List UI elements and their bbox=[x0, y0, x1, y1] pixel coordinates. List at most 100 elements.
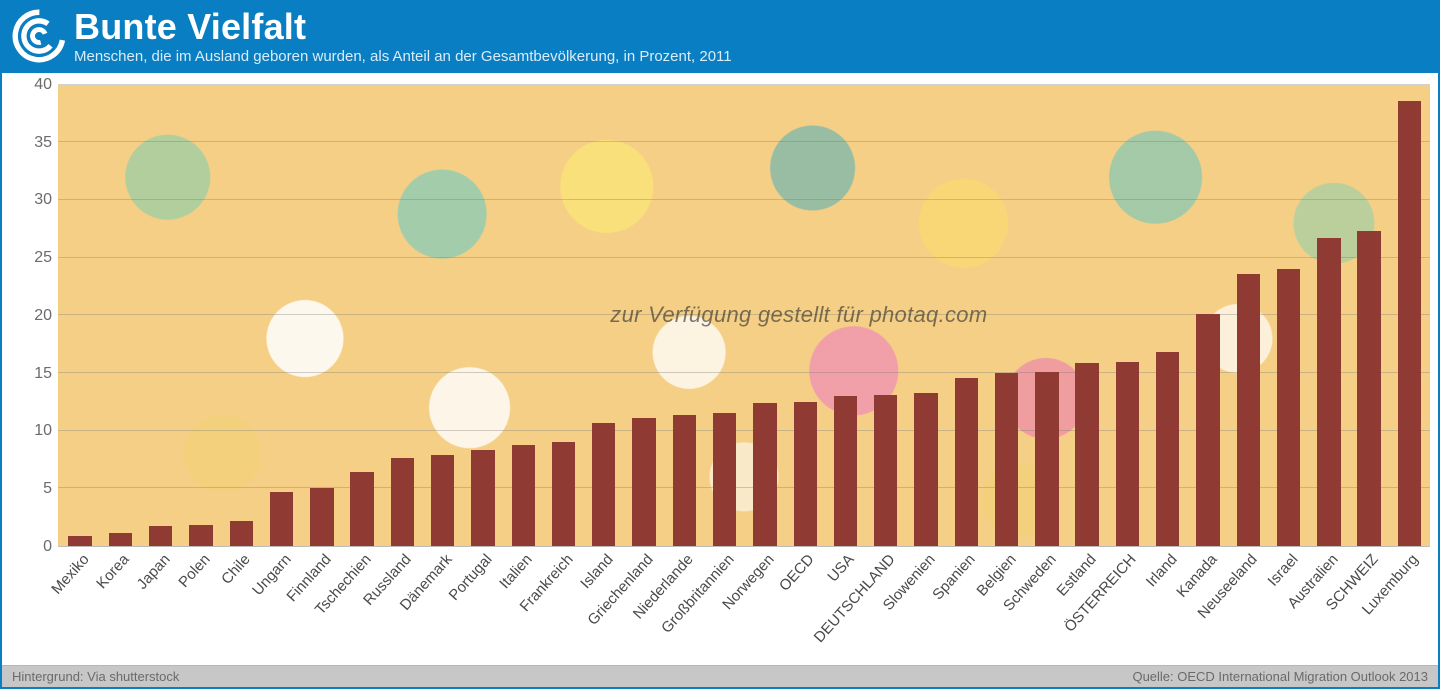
bar-slot bbox=[1188, 85, 1228, 546]
bar-slot bbox=[1228, 85, 1268, 546]
bar-slot bbox=[584, 85, 624, 546]
bar-slot bbox=[141, 85, 181, 546]
bar-slot bbox=[1309, 85, 1349, 546]
y-tick-label: 10 bbox=[34, 422, 52, 440]
bar-slot bbox=[1107, 85, 1147, 546]
bar-slot bbox=[986, 85, 1026, 546]
bar bbox=[310, 488, 333, 546]
bar-slot bbox=[1389, 85, 1429, 546]
bar-slot bbox=[705, 85, 745, 546]
y-tick-label: 20 bbox=[34, 307, 52, 325]
x-label-slot: Polen bbox=[181, 547, 221, 665]
bar bbox=[68, 536, 91, 546]
bar bbox=[1196, 314, 1219, 546]
bar-slot bbox=[946, 85, 986, 546]
bar-slot bbox=[1067, 85, 1107, 546]
bar-slot bbox=[543, 85, 583, 546]
bar bbox=[1237, 274, 1260, 546]
bar-slot bbox=[302, 85, 342, 546]
chart-subtitle: Menschen, die im Ausland geboren wurden,… bbox=[74, 48, 732, 65]
x-label-slot: Irland bbox=[1148, 547, 1188, 665]
x-label-slot: Norwegen bbox=[745, 547, 785, 665]
bar bbox=[673, 415, 696, 546]
x-label-slot: Chile bbox=[221, 547, 261, 665]
chart-title: Bunte Vielfalt bbox=[74, 8, 732, 46]
bar bbox=[1156, 352, 1179, 546]
bar bbox=[1357, 231, 1380, 546]
x-axis: MexikoKoreaJapanPolenChileUngarnFinnland… bbox=[58, 547, 1430, 665]
footer-right: Quelle: OECD International Migration Out… bbox=[1132, 669, 1428, 684]
x-label: Chile bbox=[218, 551, 254, 588]
bar bbox=[270, 492, 293, 546]
y-tick-label: 25 bbox=[34, 249, 52, 267]
y-tick-label: 30 bbox=[34, 191, 52, 209]
x-label: Korea bbox=[94, 551, 133, 592]
bar bbox=[431, 455, 454, 546]
bar-slot bbox=[785, 85, 825, 546]
bar bbox=[995, 373, 1018, 546]
bar-slot bbox=[624, 85, 664, 546]
x-label-slot: Korea bbox=[100, 547, 140, 665]
bar bbox=[1116, 362, 1139, 546]
plot-area: zur Verfügung gestellt für photaq.com bbox=[58, 85, 1430, 547]
x-label: Polen bbox=[175, 551, 213, 591]
chart-area: 0510152025303540 zur Verfügung gestellt … bbox=[2, 73, 1438, 665]
bar bbox=[1277, 269, 1300, 546]
bar bbox=[914, 393, 937, 546]
bar-slot bbox=[866, 85, 906, 546]
bar-slot bbox=[181, 85, 221, 546]
bar-slot bbox=[423, 85, 463, 546]
y-tick-label: 5 bbox=[43, 480, 52, 498]
bar bbox=[1317, 238, 1340, 546]
bar-slot bbox=[382, 85, 422, 546]
bar-slot bbox=[745, 85, 785, 546]
bar-slot bbox=[221, 85, 261, 546]
bar-slot bbox=[463, 85, 503, 546]
x-label: Island bbox=[577, 551, 616, 592]
x-label-slot: Dänemark bbox=[423, 547, 463, 665]
bars-container bbox=[58, 85, 1430, 546]
bar bbox=[794, 402, 817, 546]
bar bbox=[149, 526, 172, 546]
bar bbox=[109, 533, 132, 546]
bar bbox=[350, 472, 373, 546]
bar-slot bbox=[100, 85, 140, 546]
x-labels: MexikoKoreaJapanPolenChileUngarnFinnland… bbox=[58, 547, 1430, 665]
x-label-slot: Slowenien bbox=[906, 547, 946, 665]
bar bbox=[955, 378, 978, 546]
bar bbox=[1075, 363, 1098, 546]
bar bbox=[632, 418, 655, 546]
header: Bunte Vielfalt Menschen, die im Ausland … bbox=[2, 2, 1438, 73]
bar bbox=[753, 403, 776, 546]
y-axis: 0510152025303540 bbox=[2, 85, 58, 547]
bar-slot bbox=[1027, 85, 1067, 546]
chart-frame: Bunte Vielfalt Menschen, die im Ausland … bbox=[0, 0, 1440, 689]
bar bbox=[713, 413, 736, 546]
bar bbox=[834, 396, 857, 546]
bar bbox=[230, 521, 253, 546]
x-label-slot: Ungarn bbox=[261, 547, 301, 665]
bar bbox=[391, 458, 414, 546]
bar bbox=[1035, 372, 1058, 546]
bar-slot bbox=[60, 85, 100, 546]
bar bbox=[189, 525, 212, 546]
bar bbox=[592, 423, 615, 546]
footer: Hintergrund: Via shutterstock Quelle: OE… bbox=[2, 665, 1438, 687]
oecd-logo-icon bbox=[12, 9, 66, 63]
x-label-slot: Neuseeland bbox=[1228, 547, 1268, 665]
x-label: Mexiko bbox=[48, 551, 92, 598]
x-label: Irland bbox=[1143, 551, 1181, 590]
bar bbox=[874, 395, 897, 546]
x-label-slot: Japan bbox=[141, 547, 181, 665]
bar-slot bbox=[825, 85, 865, 546]
x-label-slot: OECD bbox=[785, 547, 825, 665]
bar-slot bbox=[503, 85, 543, 546]
bar-slot bbox=[261, 85, 301, 546]
x-label-slot: Tschechien bbox=[342, 547, 382, 665]
bar bbox=[512, 445, 535, 546]
y-tick-label: 40 bbox=[34, 76, 52, 94]
x-label-slot: Luxemburg bbox=[1389, 547, 1429, 665]
x-label: Israel bbox=[1264, 551, 1301, 590]
chart-body: 0510152025303540 zur Verfügung gestellt … bbox=[2, 73, 1438, 547]
x-label-slot: Schweden bbox=[1027, 547, 1067, 665]
